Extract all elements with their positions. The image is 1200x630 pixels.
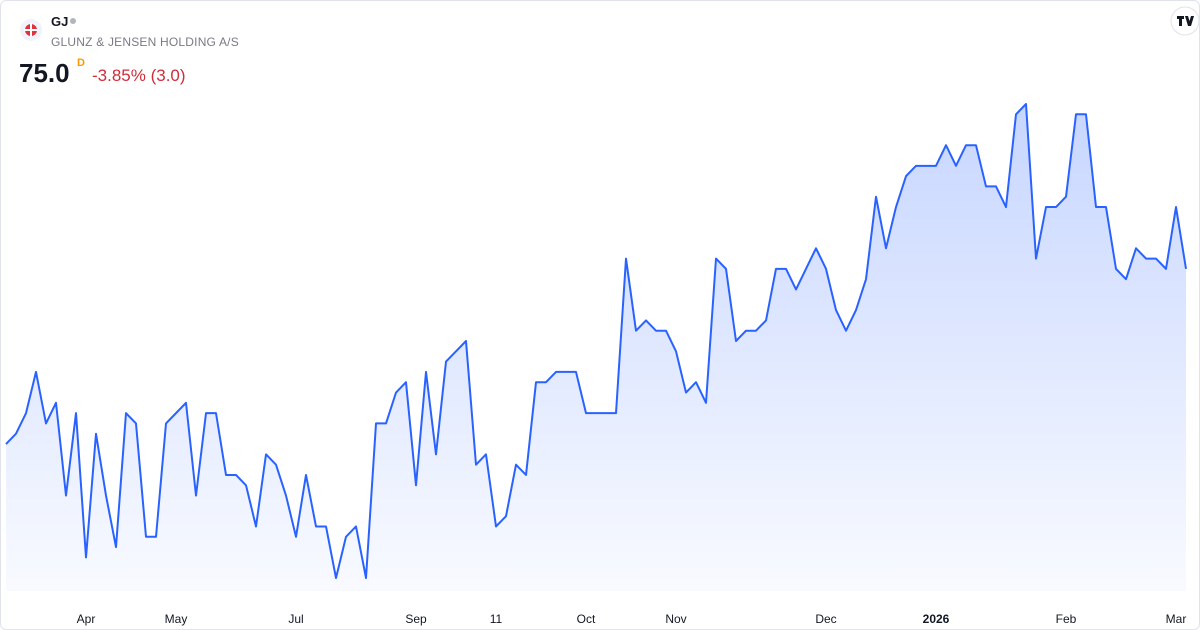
x-tick-label: 2026 bbox=[923, 612, 950, 626]
tv-logo[interactable] bbox=[1170, 6, 1199, 36]
status-dot bbox=[70, 18, 76, 24]
symbol: GJ bbox=[51, 14, 68, 29]
x-tick-label: Sep bbox=[405, 612, 427, 626]
x-tick-label: 11 bbox=[490, 612, 503, 626]
interval: D bbox=[77, 57, 85, 69]
logo bbox=[20, 19, 42, 41]
x-tick-label: Nov bbox=[665, 612, 686, 626]
company-name: GLUNZ & JENSEN HOLDING A/S bbox=[51, 35, 239, 49]
x-tick-label: Feb bbox=[1056, 612, 1077, 626]
x-tick-label: May bbox=[165, 612, 188, 626]
x-tick-label: Dec bbox=[815, 612, 836, 626]
area-fill bbox=[6, 104, 1186, 591]
x-tick-label: Oct bbox=[577, 612, 596, 626]
x-tick-label: Mar bbox=[1166, 612, 1187, 626]
price-line bbox=[5, 103, 1187, 579]
x-tick-label: Apr bbox=[77, 612, 96, 626]
last-price: 75.0 bbox=[19, 58, 70, 88]
change: -3.85% (3.0) bbox=[92, 66, 186, 85]
x-tick-label: Jul bbox=[288, 612, 303, 626]
